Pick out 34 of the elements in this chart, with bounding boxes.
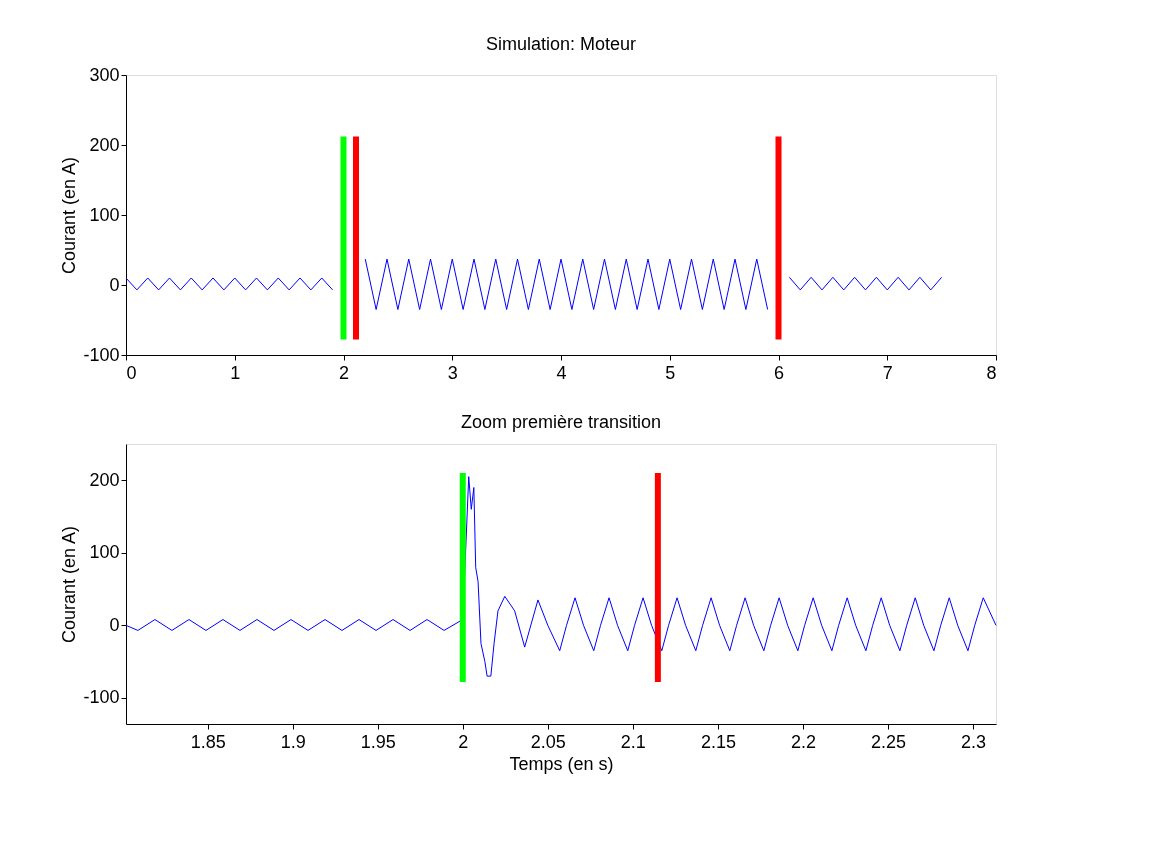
x-tick-label: 1.95 bbox=[360, 731, 396, 752]
chart-title: Simulation: Moteur bbox=[485, 34, 637, 54]
x-tick-label: 8 bbox=[986, 362, 997, 383]
y-tick-label: -100 bbox=[83, 344, 120, 365]
y-axis-title: Courant (en A) bbox=[59, 525, 80, 644]
chart-title: Zoom première transition bbox=[460, 412, 662, 432]
x-axis-title: Temps (en s) bbox=[509, 753, 614, 774]
y-tick-label: -100 bbox=[83, 687, 120, 708]
y-tick-label: 200 bbox=[89, 469, 120, 490]
y-tick-label: 200 bbox=[89, 134, 120, 155]
x-tick-label: 2.15 bbox=[700, 731, 736, 752]
y-axis-title: Courant (en A) bbox=[59, 156, 80, 275]
x-tick-label: 2 bbox=[458, 731, 469, 752]
y-tick-label: 300 bbox=[89, 64, 120, 85]
x-tick-label: 2.1 bbox=[620, 731, 646, 752]
x-tick-label: 1.85 bbox=[190, 731, 226, 752]
x-tick-label: 1.9 bbox=[280, 731, 306, 752]
y-tick-label: 100 bbox=[89, 204, 120, 225]
x-tick-label: 0 bbox=[126, 362, 137, 383]
y-tick-label: 0 bbox=[109, 274, 120, 295]
x-tick-label: 1 bbox=[230, 362, 241, 383]
y-tick-label: 100 bbox=[89, 542, 120, 563]
x-tick-label: 6 bbox=[773, 362, 785, 383]
line-series bbox=[125, 476, 997, 677]
x-tick-label: 4 bbox=[556, 362, 567, 383]
x-tick-label: 7 bbox=[882, 362, 893, 383]
x-tick-label: 5 bbox=[665, 362, 676, 383]
x-tick-label: 2.2 bbox=[790, 731, 816, 752]
x-tick-label: 2.25 bbox=[870, 731, 907, 752]
x-tick-label: 2.05 bbox=[530, 731, 566, 752]
x-tick-label: 2 bbox=[338, 362, 350, 383]
x-tick-label: 3 bbox=[447, 362, 458, 383]
y-tick-label: 0 bbox=[109, 614, 120, 635]
x-tick-label: 2.3 bbox=[961, 731, 987, 752]
